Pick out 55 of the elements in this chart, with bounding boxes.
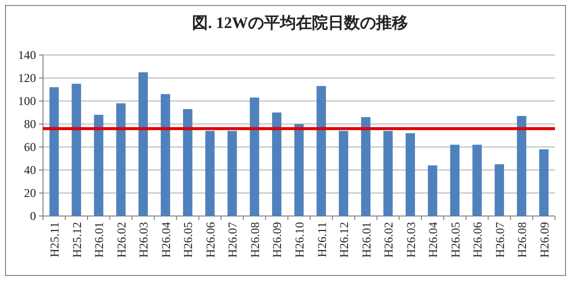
x-tick-label: H26.07 xyxy=(226,222,240,258)
y-tick-label: 120 xyxy=(18,71,36,85)
bar xyxy=(205,130,215,216)
y-tick-label: 100 xyxy=(18,94,36,108)
bar xyxy=(539,149,549,216)
x-tick-label: H26.09 xyxy=(537,222,552,258)
x-tick-label: H25.11 xyxy=(48,222,62,258)
bar xyxy=(272,112,282,216)
x-tick-label: H26.07 xyxy=(492,222,507,258)
bar xyxy=(516,116,526,216)
bar xyxy=(383,130,393,216)
bar xyxy=(183,109,192,216)
bar xyxy=(160,94,170,216)
bar xyxy=(338,130,348,216)
bar xyxy=(72,84,82,216)
bar xyxy=(428,165,438,216)
x-tick-label: H26.03 xyxy=(136,222,151,258)
x-tick-label: H26.08 xyxy=(248,222,262,258)
x-tick-label: H26.03 xyxy=(404,222,418,258)
x-tick-label: H26.01 xyxy=(92,222,106,258)
y-tick-label: 40 xyxy=(24,163,36,177)
bar xyxy=(450,144,460,216)
x-tick-label: H26.08 xyxy=(515,222,530,258)
bar xyxy=(116,103,126,216)
bar xyxy=(361,117,370,216)
bar xyxy=(250,98,260,216)
y-tick-label: 60 xyxy=(24,140,36,154)
x-tick-label: H26.12 xyxy=(337,222,352,258)
bar xyxy=(472,144,482,216)
bar xyxy=(494,164,504,216)
x-tick-label: H26.04 xyxy=(426,222,440,258)
x-tick-label: H26.06 xyxy=(203,222,218,258)
x-tick-label: H25.12 xyxy=(70,222,84,258)
chart-title: 図. 12Wの平均在院日数の推移 xyxy=(192,14,408,32)
bar xyxy=(294,124,304,216)
x-tick-label: H26.04 xyxy=(158,222,173,258)
x-tick-label: H26.10 xyxy=(292,222,306,258)
y-tick-label: 20 xyxy=(24,186,36,200)
x-tick-label: H26.02 xyxy=(114,222,128,258)
y-tick-label: 80 xyxy=(24,117,36,131)
bar xyxy=(94,114,104,216)
x-tick-label: H26.06 xyxy=(470,222,485,258)
y-tick-label: 140 xyxy=(18,48,36,62)
x-tick-label: H26.11 xyxy=(314,222,329,258)
bar xyxy=(316,86,326,216)
bar xyxy=(406,133,415,216)
bar xyxy=(49,87,59,216)
bar xyxy=(138,72,148,216)
x-tick-label: H26.02 xyxy=(382,222,396,258)
bar xyxy=(228,130,237,216)
x-tick-label: H26.09 xyxy=(270,222,284,258)
x-tick-label: H26.05 xyxy=(448,222,462,258)
x-tick-label: H26.01 xyxy=(359,222,374,258)
x-tick-label: H26.05 xyxy=(181,222,196,258)
y-tick-label: 0 xyxy=(30,209,36,223)
